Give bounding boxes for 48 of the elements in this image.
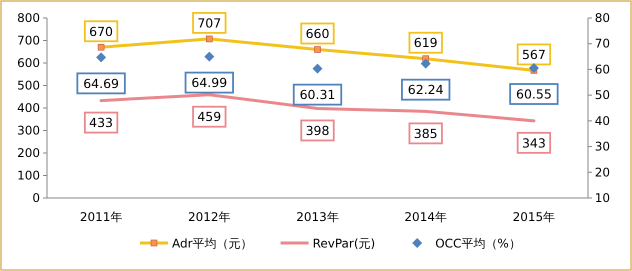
point xyxy=(312,64,322,74)
y-tick-label: 300 xyxy=(17,124,40,138)
y-tick-label: 600 xyxy=(17,56,40,70)
x-tick-label: 2013年 xyxy=(296,210,339,224)
point xyxy=(420,58,431,69)
y2-tick-label: 60 xyxy=(594,62,610,76)
data-label: 385 xyxy=(414,126,438,141)
y-tick-label: 200 xyxy=(17,146,40,160)
y2-tick-label: 20 xyxy=(594,165,610,180)
point xyxy=(98,44,104,51)
x-tick-label: 2011年 xyxy=(80,210,122,224)
point xyxy=(96,52,106,62)
y-tick-label: 800 xyxy=(17,11,40,25)
data-label: 567 xyxy=(522,46,546,62)
y2-tick-label: 10 xyxy=(594,191,610,205)
x-tick-label: 2015年 xyxy=(512,210,556,224)
data-label: 64.69 xyxy=(83,76,120,91)
y2-tick-label: 40 xyxy=(594,114,610,128)
data-label: 60.31 xyxy=(300,87,336,102)
y2-tick-label: 80 xyxy=(594,11,610,25)
data-label: 670 xyxy=(89,24,114,39)
legend-label: OCC平均（%） xyxy=(435,236,521,250)
y2-tick-label: 30 xyxy=(594,140,610,154)
data-label: 62.24 xyxy=(408,82,444,98)
data-label: 398 xyxy=(306,122,330,138)
y-tick-label: 0 xyxy=(32,191,40,205)
point xyxy=(204,52,214,62)
data-label: 459 xyxy=(197,109,222,124)
y2-tick-label: 50 xyxy=(594,88,610,102)
x-tick-label: 2012年 xyxy=(188,210,231,224)
y2-tick-label: 70 xyxy=(594,36,610,51)
y-tick-label: 500 xyxy=(17,78,40,92)
data-label: 433 xyxy=(89,115,114,130)
data-label: 64.99 xyxy=(191,75,228,90)
y-tick-label: 700 xyxy=(17,34,40,48)
data-label: 660 xyxy=(306,26,330,41)
legend-label: Adr平均（元） xyxy=(172,236,253,250)
point xyxy=(206,36,213,42)
data-label: 343 xyxy=(522,135,546,150)
data-label: 60.55 xyxy=(516,86,552,102)
y-tick-label: 400 xyxy=(17,101,40,115)
data-label: 707 xyxy=(197,15,222,30)
data-label: 619 xyxy=(414,35,438,50)
point xyxy=(528,63,539,74)
y-tick-label: 100 xyxy=(17,168,40,182)
point xyxy=(314,46,321,53)
legend-label: RevPar(元) xyxy=(312,236,376,250)
x-tick-label: 2014年 xyxy=(404,210,447,224)
